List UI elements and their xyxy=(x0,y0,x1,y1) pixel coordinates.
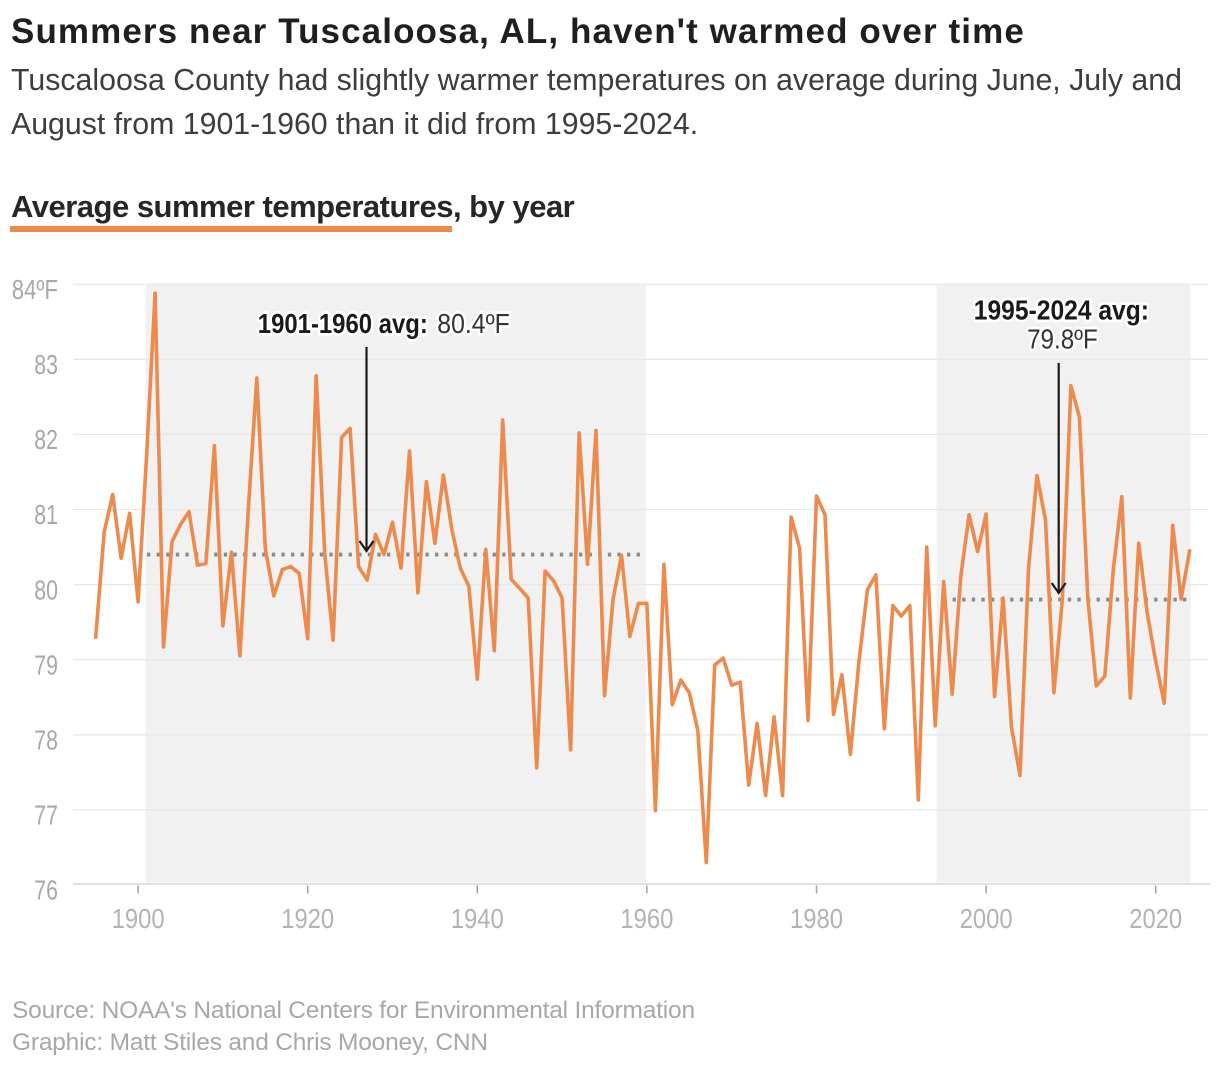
svg-text:81: 81 xyxy=(34,499,58,530)
svg-text:2020: 2020 xyxy=(1129,903,1182,934)
svg-text:1900: 1900 xyxy=(112,903,165,934)
svg-text:77: 77 xyxy=(34,800,58,831)
svg-text:78: 78 xyxy=(34,725,58,756)
svg-text:82: 82 xyxy=(34,424,58,455)
svg-text:80: 80 xyxy=(34,574,58,605)
svg-text:1995-2024 avg:: 1995-2024 avg: xyxy=(974,295,1149,326)
svg-text:84ºF: 84ºF xyxy=(12,274,58,305)
svg-text:2000: 2000 xyxy=(960,903,1013,934)
svg-text:1940: 1940 xyxy=(451,903,504,934)
svg-text:76: 76 xyxy=(34,875,58,906)
svg-text:83: 83 xyxy=(34,349,58,380)
svg-text:80.4ºF: 80.4ºF xyxy=(437,308,510,339)
svg-text:79: 79 xyxy=(34,649,58,680)
svg-text:1960: 1960 xyxy=(620,903,673,934)
svg-text:1980: 1980 xyxy=(790,903,843,934)
svg-text:1901-1960 avg:: 1901-1960 avg: xyxy=(258,308,428,339)
svg-text:79.8ºF: 79.8ºF xyxy=(1027,323,1098,354)
svg-text:1920: 1920 xyxy=(281,903,334,934)
